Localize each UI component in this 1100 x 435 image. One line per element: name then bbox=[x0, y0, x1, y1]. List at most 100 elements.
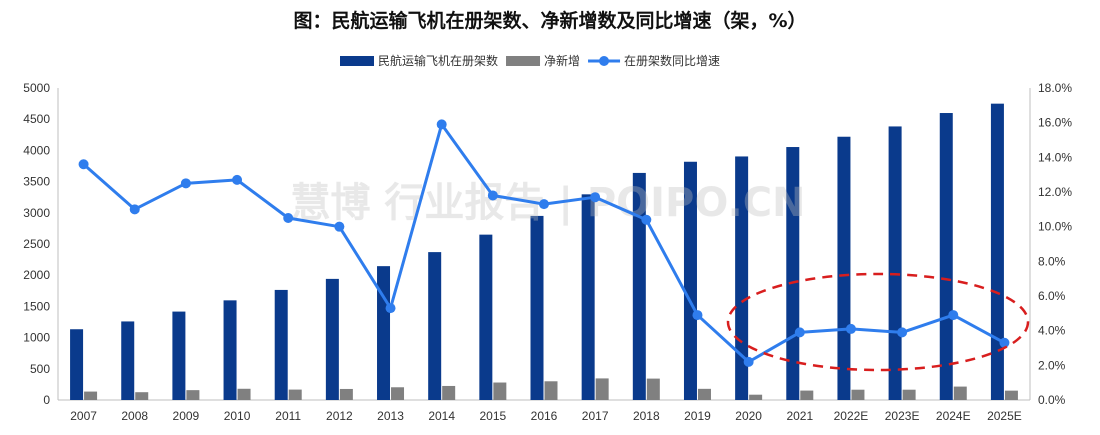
y-right-tick-label: 6.0% bbox=[1038, 289, 1066, 303]
bar-registered bbox=[428, 252, 442, 400]
growth-line bbox=[78, 119, 1010, 367]
growth-point bbox=[539, 199, 549, 210]
bar-net-new bbox=[595, 378, 609, 400]
y-left-tick-label: 2000 bbox=[23, 268, 50, 282]
bar-net-new bbox=[135, 392, 149, 400]
growth-point bbox=[590, 192, 601, 203]
bar-registered bbox=[70, 329, 84, 400]
x-axis: 2007 2008 2009 2010 2011 2012 2013 2014 2015 2016… bbox=[58, 399, 1030, 423]
growth-point bbox=[232, 174, 243, 185]
x-tick-label: 2013 bbox=[377, 409, 404, 423]
bar-net-new bbox=[493, 382, 507, 400]
legend-label: 民航运输飞机在册架数 bbox=[378, 53, 498, 68]
growth-point bbox=[180, 178, 191, 189]
y-left-tick-label: 1500 bbox=[23, 299, 50, 313]
y-right-tick-label: 8.0% bbox=[1038, 254, 1066, 268]
x-tick-label: 2016 bbox=[531, 409, 558, 423]
x-tick-label: 2023E bbox=[885, 409, 920, 423]
bar-net-new bbox=[953, 386, 967, 400]
y-left-tick-label: 0 bbox=[43, 393, 50, 407]
growth-point bbox=[743, 356, 754, 367]
bar-net-new bbox=[851, 389, 865, 400]
bar-registered bbox=[223, 300, 237, 400]
growth-line-path bbox=[82, 122, 1006, 364]
y-right-tick-label: 2.0% bbox=[1038, 358, 1066, 372]
x-tick-label: 2022E bbox=[834, 409, 869, 423]
bar-net-new bbox=[237, 388, 251, 400]
bar-registered bbox=[939, 113, 953, 400]
x-tick-label: 2017 bbox=[582, 409, 609, 423]
x-tick-label: 2008 bbox=[121, 409, 148, 423]
y-left-tick-label: 3500 bbox=[23, 175, 50, 189]
y-axis-left: 0 500 1000 1500 2000 2500 3000 3500 4000 4500 5000 bbox=[23, 81, 59, 407]
bar-net-new bbox=[646, 378, 660, 400]
growth-point bbox=[129, 204, 140, 215]
growth-point bbox=[845, 323, 856, 334]
bar-net-new bbox=[339, 388, 353, 400]
bar-net-new bbox=[1004, 390, 1018, 400]
legend-label: 在册架数同比增速 bbox=[624, 53, 720, 68]
bar-net-new bbox=[288, 389, 302, 400]
chart-title: 图：民航运输飞机在册架数、净新增数及同比增速（架，%） bbox=[293, 10, 807, 32]
legend-swatch bbox=[506, 56, 541, 66]
x-tick-label: 2012 bbox=[326, 409, 353, 423]
x-tick-label: 2020 bbox=[735, 409, 762, 423]
x-tick-label: 2014 bbox=[428, 409, 455, 423]
bar-net-new bbox=[186, 390, 200, 400]
y-right-tick-label: 18.0% bbox=[1038, 81, 1072, 95]
x-tick-label: 2024E bbox=[936, 409, 971, 423]
growth-point bbox=[78, 159, 89, 170]
y-right-tick-label: 0.0% bbox=[1038, 393, 1066, 407]
highlight-ellipse bbox=[726, 272, 1030, 372]
bar-net-new bbox=[697, 388, 711, 400]
y-axis-right: 0.0% 2.0% 4.0% 6.0% 8.0% 10.0% 12.0% 14.0% 16.0%… bbox=[1029, 81, 1072, 407]
bar-net-new bbox=[442, 385, 456, 400]
legend-label: 净新增 bbox=[544, 53, 580, 68]
y-right-tick-label: 14.0% bbox=[1038, 150, 1072, 164]
bar-net-new bbox=[749, 394, 763, 400]
growth-point bbox=[334, 221, 345, 232]
bar-registered bbox=[479, 234, 493, 400]
y-right-tick-label: 16.0% bbox=[1038, 116, 1072, 130]
y-left-tick-label: 4000 bbox=[23, 143, 50, 157]
y-left-tick-label: 500 bbox=[30, 362, 50, 376]
growth-point bbox=[487, 190, 498, 201]
x-tick-label: 2011 bbox=[275, 409, 301, 423]
x-tick-label: 2018 bbox=[633, 409, 660, 423]
bar-registered bbox=[632, 172, 646, 400]
bar-net-new bbox=[800, 390, 814, 400]
x-tick-label: 2010 bbox=[224, 409, 251, 423]
bar-registered bbox=[837, 136, 851, 400]
growth-point bbox=[794, 327, 805, 338]
y-left-tick-label: 4500 bbox=[23, 112, 50, 126]
x-tick-label: 2021 bbox=[786, 409, 813, 423]
bar-registered bbox=[274, 289, 288, 400]
bar-registered bbox=[121, 321, 135, 400]
bar-registered bbox=[172, 311, 186, 400]
y-left-tick-label: 5000 bbox=[23, 81, 50, 95]
legend-swatch-marker bbox=[599, 56, 610, 66]
x-tick-label: 2019 bbox=[684, 409, 711, 423]
growth-point bbox=[692, 310, 703, 321]
y-left-tick-label: 1000 bbox=[23, 331, 50, 345]
x-tick-label: 2025E bbox=[987, 409, 1022, 423]
bars bbox=[70, 103, 1018, 400]
x-tick-label: 2009 bbox=[173, 409, 200, 423]
legend-swatch bbox=[340, 56, 374, 66]
bar-net-new bbox=[84, 391, 98, 400]
x-tick-label: 2015 bbox=[479, 409, 506, 423]
growth-point bbox=[897, 327, 908, 338]
bar-registered bbox=[683, 161, 697, 400]
bar-registered bbox=[325, 278, 339, 400]
bar-registered bbox=[581, 194, 595, 400]
growth-point bbox=[948, 310, 959, 321]
bar-net-new bbox=[391, 387, 405, 400]
growth-point bbox=[999, 337, 1010, 348]
growth-point bbox=[641, 214, 652, 225]
y-right-tick-label: 10.0% bbox=[1038, 220, 1072, 234]
bar-net-new bbox=[902, 389, 916, 400]
legend: 民航运输飞机在册架数 净新增 在册架数同比增速 bbox=[340, 53, 720, 68]
y-left-tick-label: 3000 bbox=[23, 206, 50, 220]
growth-point bbox=[283, 213, 294, 223]
